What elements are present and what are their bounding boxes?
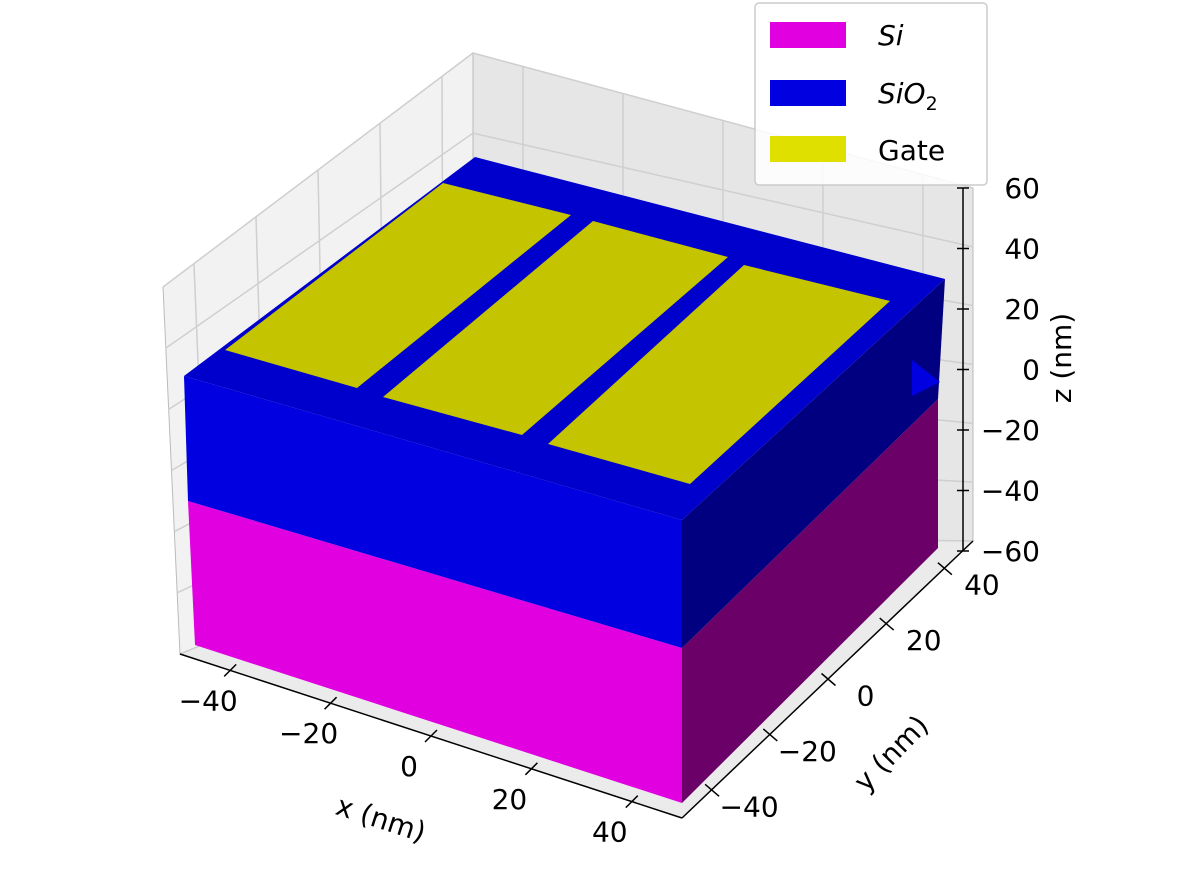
- y-tick-label: 0: [857, 680, 875, 713]
- gate-region-right: [548, 265, 890, 484]
- z-tick-label: 20: [1004, 293, 1040, 326]
- legend-label-sio2-subscript: 2: [926, 93, 938, 115]
- x-tick: [223, 663, 237, 677]
- legend: Si SiO2 Gate: [754, 2, 988, 186]
- legend-swatch-si: [770, 22, 846, 48]
- z-tick-label: 60: [1004, 172, 1040, 205]
- y-tick: [937, 562, 953, 576]
- legend-label-gate: Gate: [878, 134, 945, 167]
- grid-line-z: [165, 132, 974, 349]
- si-front-face: [188, 501, 682, 803]
- y-tick-label: −20: [778, 735, 837, 768]
- sio2-front-face: [184, 376, 682, 648]
- x-ticks: [223, 663, 639, 809]
- y-axis-label: y (nm): [847, 709, 935, 798]
- x-tick-label: 0: [400, 750, 418, 783]
- x-tick: [324, 696, 338, 710]
- z-axis-label: z (nm): [1045, 313, 1078, 403]
- x-tick-label: −20: [279, 717, 338, 750]
- z-axis: −60 −40 −20 0 20 40 60 z (nm): [957, 172, 1078, 568]
- y-tick: [879, 617, 895, 631]
- device-3d-box: [184, 157, 945, 803]
- sio2-right-face: [682, 279, 945, 648]
- x-tick-label: −40: [179, 684, 238, 717]
- gate-region-middle: [383, 221, 728, 435]
- z-ticks: [957, 187, 969, 552]
- y-ticks: [704, 562, 953, 797]
- y-tick-label: 20: [906, 624, 942, 657]
- y-tick-labels: −40 −20 0 20 40: [720, 569, 1000, 824]
- legend-swatch-gate: [770, 136, 846, 162]
- x-tick-labels: −40 −20 0 20 40: [179, 684, 628, 848]
- z-tick-labels: −60 −40 −20 0 20 40 60: [981, 172, 1040, 568]
- y-tick: [821, 672, 836, 687]
- x-tick: [524, 762, 538, 776]
- y-tick: [704, 783, 720, 797]
- gate-region-left: [225, 183, 571, 388]
- z-tick-label: 0: [1022, 354, 1040, 387]
- y-tick-label: −40: [720, 790, 779, 823]
- x-tick-label: 40: [592, 816, 628, 849]
- legend-label-si: Si: [878, 19, 904, 52]
- x-tick: [424, 729, 438, 743]
- y-tick: [762, 728, 778, 742]
- legend-swatch-sio2: [770, 80, 846, 106]
- z-tick-label: 40: [1004, 233, 1040, 266]
- z-tick-label: −20: [981, 414, 1040, 447]
- x-tick-label: 20: [492, 783, 528, 816]
- y-tick-label: 40: [964, 569, 1000, 602]
- x-axis-label: x (nm): [332, 789, 430, 849]
- side-marker: [912, 360, 940, 396]
- z-tick-label: −40: [981, 475, 1040, 508]
- x-tick: [625, 795, 639, 809]
- z-tick-label: −60: [981, 535, 1040, 568]
- si-right-face: [682, 399, 938, 803]
